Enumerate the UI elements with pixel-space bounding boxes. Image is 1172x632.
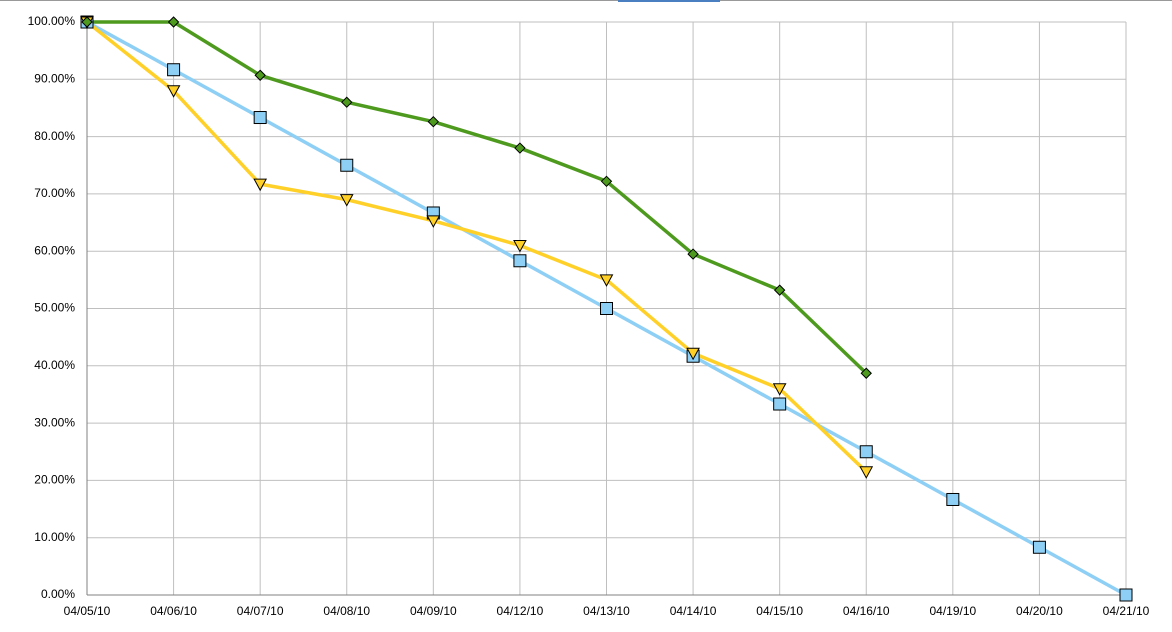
y-tick-label: 70.00% bbox=[34, 186, 75, 200]
marker bbox=[859, 466, 874, 479]
marker bbox=[600, 175, 613, 188]
y-tick-label: 90.00% bbox=[34, 71, 75, 85]
marker bbox=[340, 158, 354, 172]
x-tick-label: 04/21/10 bbox=[1103, 604, 1150, 618]
x-tick-label: 04/08/10 bbox=[323, 604, 370, 618]
marker bbox=[599, 274, 614, 287]
marker bbox=[426, 215, 441, 228]
marker bbox=[167, 16, 180, 28]
marker bbox=[946, 492, 960, 506]
x-tick-label: 04/07/10 bbox=[237, 604, 284, 618]
series-line bbox=[87, 20, 868, 375]
x-tick-label: 04/13/10 bbox=[583, 604, 630, 618]
y-tick-label: 80.00% bbox=[34, 129, 75, 143]
x-tick-label: 04/20/10 bbox=[1016, 604, 1063, 618]
marker bbox=[341, 96, 353, 108]
marker bbox=[773, 284, 786, 296]
x-tick-label: 04/16/10 bbox=[843, 604, 890, 618]
marker bbox=[339, 194, 354, 207]
marker bbox=[513, 239, 527, 253]
marker bbox=[1119, 588, 1133, 602]
marker bbox=[166, 85, 181, 98]
x-tick-label: 04/09/10 bbox=[410, 604, 457, 618]
x-tick-label: 04/19/10 bbox=[929, 604, 976, 618]
marker bbox=[81, 16, 93, 28]
marker bbox=[253, 178, 268, 192]
y-tick-label: 60.00% bbox=[34, 243, 75, 257]
top-tab bbox=[618, 0, 720, 2]
marker bbox=[860, 367, 872, 379]
x-tick-label: 04/14/10 bbox=[670, 604, 717, 618]
y-tick-label: 10.00% bbox=[34, 530, 75, 544]
y-tick-label: 30.00% bbox=[34, 415, 75, 429]
marker bbox=[687, 248, 699, 260]
marker bbox=[514, 142, 526, 154]
marker bbox=[773, 397, 787, 411]
marker bbox=[427, 115, 440, 128]
series-line bbox=[85, 20, 868, 474]
marker bbox=[686, 347, 700, 361]
marker bbox=[253, 111, 267, 125]
marker bbox=[254, 69, 266, 81]
x-tick-label: 04/06/10 bbox=[150, 604, 197, 618]
y-tick-label: 0.00% bbox=[41, 587, 75, 601]
y-tick-label: 50.00% bbox=[34, 301, 75, 315]
marker bbox=[513, 254, 527, 268]
y-tick-label: 40.00% bbox=[34, 358, 75, 372]
marker bbox=[772, 383, 787, 396]
x-tick-label: 04/12/10 bbox=[497, 604, 544, 618]
marker bbox=[1032, 540, 1046, 554]
marker bbox=[167, 63, 181, 77]
x-tick-label: 04/05/10 bbox=[64, 604, 111, 618]
x-tick-label: 04/15/10 bbox=[756, 604, 803, 618]
marker bbox=[859, 445, 873, 459]
y-tick-label: 20.00% bbox=[34, 473, 75, 487]
y-tick-label: 100.00% bbox=[28, 14, 76, 28]
marker bbox=[600, 302, 613, 315]
